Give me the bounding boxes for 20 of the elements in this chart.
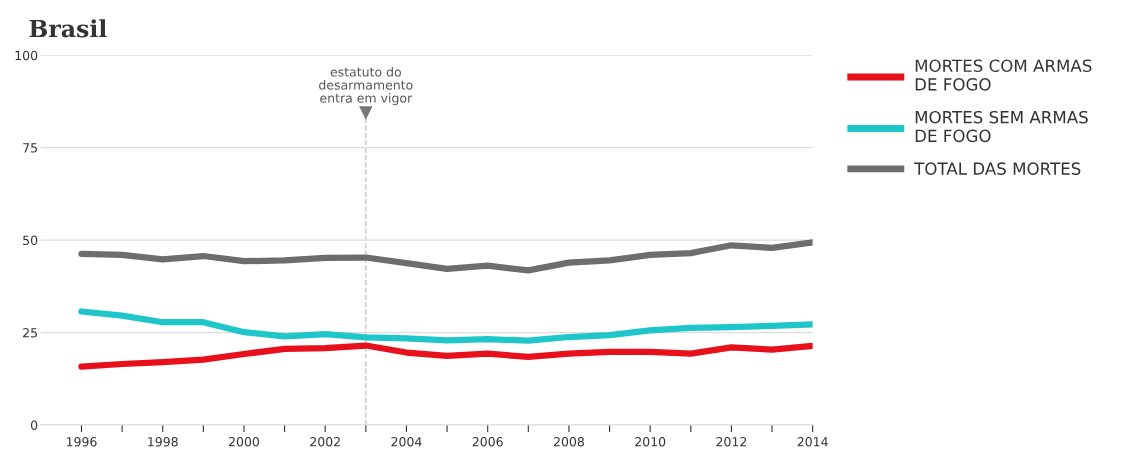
x-tick-label: 2008 xyxy=(553,437,584,447)
y-tick-label: 75 xyxy=(23,143,37,153)
x-tick-label: 2012 xyxy=(716,437,747,447)
y-tick-label: 50 xyxy=(23,235,38,246)
chart-title: Brasil xyxy=(29,19,107,38)
x-tick-label: 2002 xyxy=(310,437,340,447)
y-tick-label: 0 xyxy=(30,420,38,430)
legend-label: MORTES SEM ARMAS DE FOGO xyxy=(915,110,1088,143)
x-tick-label: 2004 xyxy=(391,437,422,447)
y-tick-label: 25 xyxy=(23,328,37,338)
x-tick-label: 2000 xyxy=(228,437,260,447)
x-tick-label: 1996 xyxy=(66,437,97,447)
x-tick-label: 2006 xyxy=(472,437,503,447)
legend-label: MORTES COM ARMAS DE FOGO xyxy=(915,59,1092,91)
ref-line-label: estatuto do desarmamento entra em vigor xyxy=(319,66,413,106)
x-tick-label: 2014 xyxy=(797,437,828,447)
x-tick-label: 2010 xyxy=(635,437,666,447)
y-tick-label: 100 xyxy=(15,50,38,61)
legend-label: TOTAL DAS MORTES xyxy=(914,162,1081,175)
x-tick-label: 1998 xyxy=(148,437,178,447)
